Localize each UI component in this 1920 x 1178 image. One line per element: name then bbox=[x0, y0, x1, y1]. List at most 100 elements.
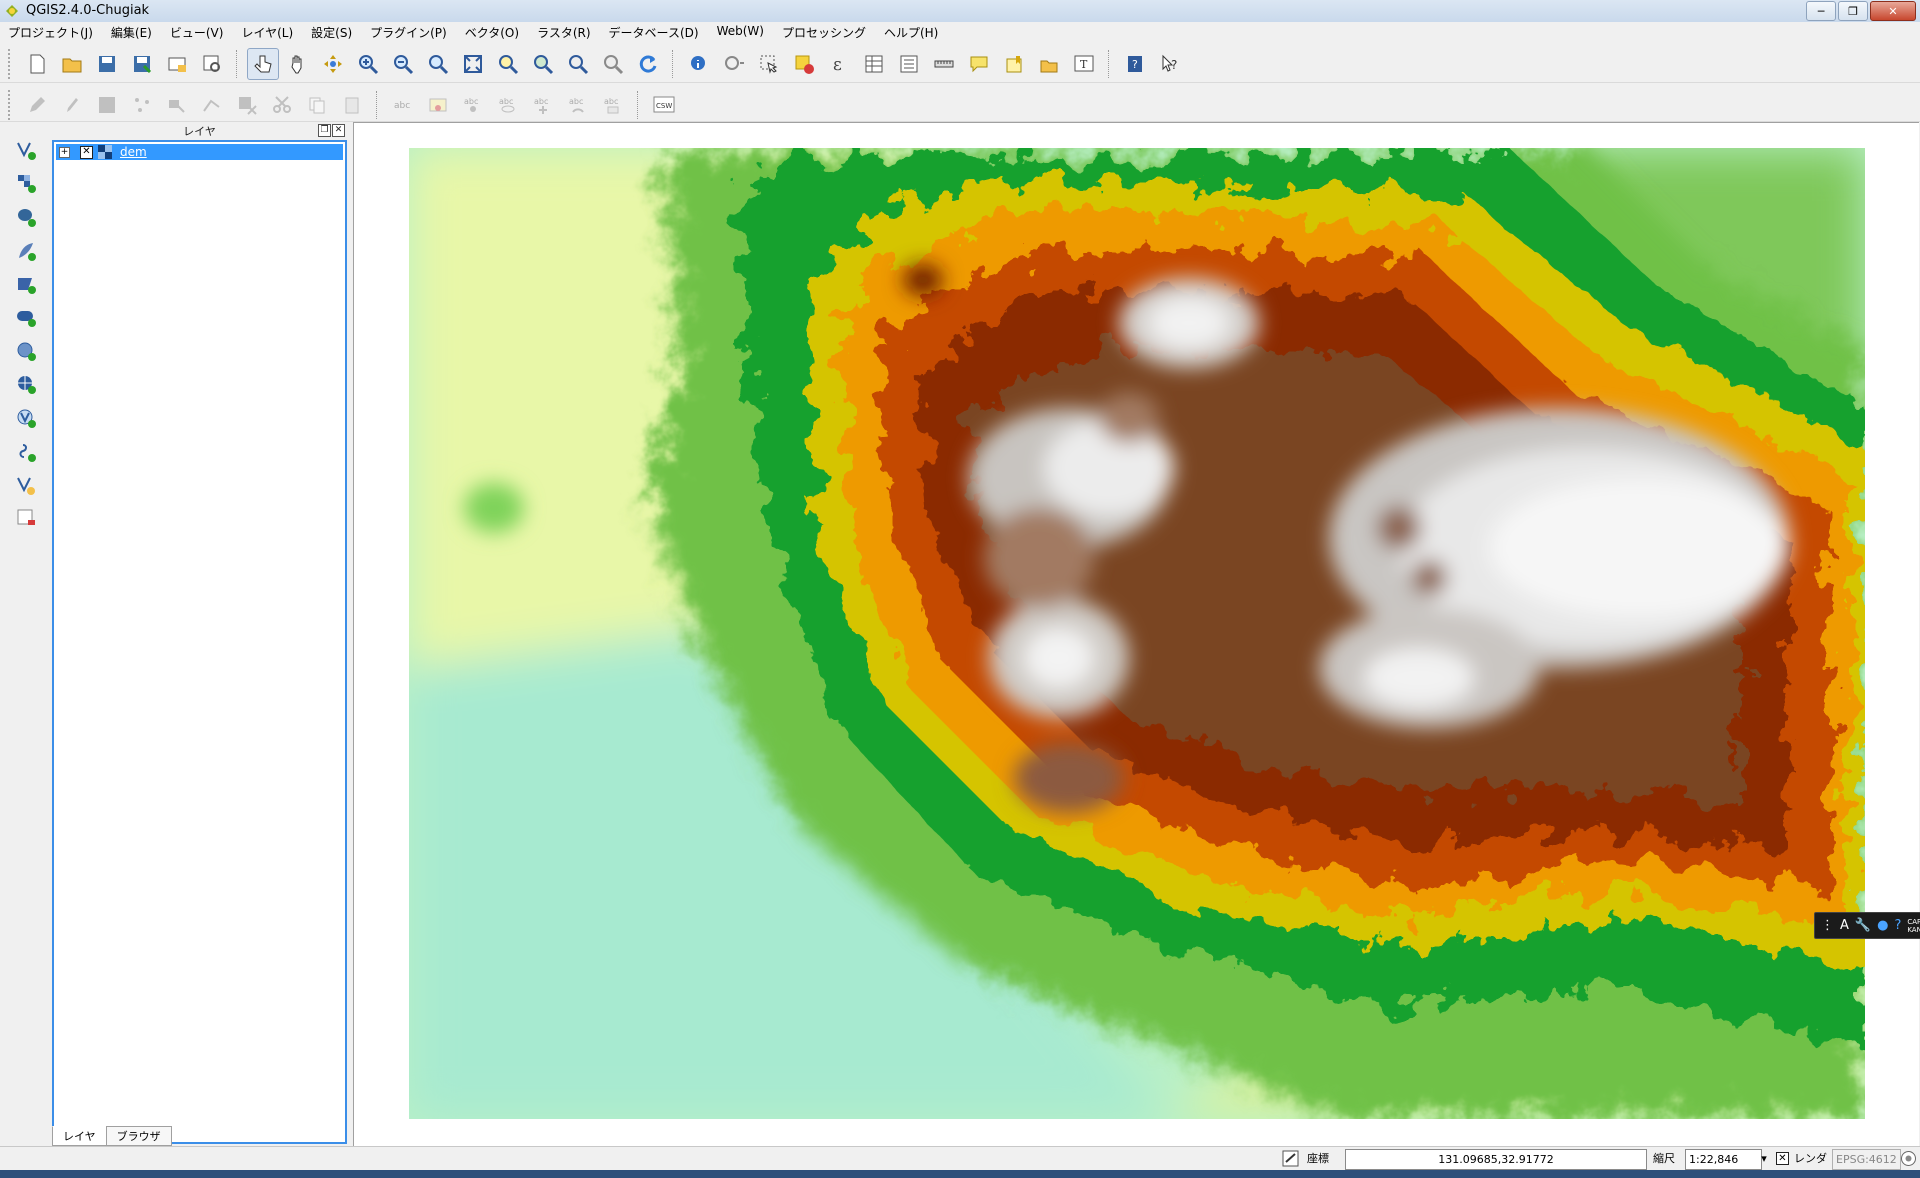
minimize-button[interactable]: ─ bbox=[1806, 1, 1836, 21]
crs-status-button[interactable]: EPSG:4612 bbox=[1832, 1149, 1901, 1170]
scale-combobox[interactable]: 1:22,846 bbox=[1685, 1149, 1762, 1170]
help-contents-button[interactable]: ? bbox=[1119, 48, 1151, 80]
open-project-button[interactable] bbox=[56, 48, 88, 80]
ime-language-bar[interactable]: ⋮ A 🔧 ● ? CAPSKANA bbox=[1814, 912, 1920, 939]
menu-vector[interactable]: ベクタ(O) bbox=[464, 26, 520, 40]
toolbar-grip[interactable] bbox=[8, 49, 14, 79]
menu-view[interactable]: ビュー(V) bbox=[169, 26, 224, 40]
float-panel-button[interactable]: ❐ bbox=[318, 124, 331, 137]
open-attribute-table-button[interactable] bbox=[858, 48, 890, 80]
render-checkbox[interactable]: ✕ bbox=[1776, 1152, 1789, 1165]
add-feature-button[interactable] bbox=[126, 89, 158, 121]
menu-settings[interactable]: 設定(S) bbox=[311, 26, 353, 40]
show-bookmarks-button[interactable] bbox=[1033, 48, 1065, 80]
deselect-features-button[interactable] bbox=[788, 48, 820, 80]
add-mssql-layer-button[interactable] bbox=[10, 268, 42, 300]
ime-dictionary-icon[interactable]: ● bbox=[1877, 918, 1889, 933]
menu-raster[interactable]: ラスタ(R) bbox=[537, 26, 591, 40]
pin-labels-button[interactable]: abc bbox=[457, 89, 489, 121]
pan-to-selection-button[interactable] bbox=[247, 48, 279, 80]
coordinate-field[interactable]: 131.09685,32.91772 bbox=[1345, 1149, 1647, 1170]
zoom-out-button[interactable] bbox=[387, 48, 419, 80]
rotate-label-button[interactable]: abc bbox=[562, 89, 594, 121]
map-tips-button[interactable] bbox=[963, 48, 995, 80]
zoom-full-button[interactable] bbox=[457, 48, 489, 80]
menu-plugins[interactable]: プラグイン(P) bbox=[370, 26, 447, 40]
labeling-button[interactable]: abc bbox=[387, 89, 419, 121]
layer-tree[interactable]: + ✕ dem bbox=[52, 140, 347, 1144]
remove-layer-button[interactable] bbox=[10, 502, 42, 534]
toggle-extents-icon[interactable] bbox=[1282, 1150, 1299, 1167]
tab-layers[interactable]: レイヤ bbox=[52, 1126, 107, 1146]
add-wms-layer-button[interactable] bbox=[10, 335, 42, 367]
csw-client-button[interactable]: CSW bbox=[648, 89, 680, 121]
composer-manager-button[interactable] bbox=[196, 48, 228, 80]
ime-tools-icon[interactable]: 🔧 bbox=[1854, 918, 1872, 933]
layer-labeling-options-button[interactable] bbox=[422, 89, 454, 121]
new-print-composer-button[interactable] bbox=[161, 48, 193, 80]
maximize-button[interactable]: ❐ bbox=[1838, 1, 1868, 21]
zoom-last-button[interactable] bbox=[562, 48, 594, 80]
menu-processing[interactable]: プロセッシング bbox=[781, 26, 866, 40]
text-annotation-button[interactable]: T bbox=[1068, 48, 1100, 80]
zoom-to-layer-button[interactable] bbox=[527, 48, 559, 80]
toggle-editing-button[interactable] bbox=[21, 89, 53, 121]
refresh-button[interactable] bbox=[632, 48, 664, 80]
paste-features-button[interactable] bbox=[336, 89, 368, 121]
menu-web[interactable]: Web(W) bbox=[716, 24, 764, 38]
move-label-button[interactable]: abc bbox=[527, 89, 559, 121]
pan-map-button[interactable] bbox=[282, 48, 314, 80]
menu-help[interactable]: ヘルプ(H) bbox=[883, 26, 939, 40]
layer-visibility-checkbox[interactable]: ✕ bbox=[80, 146, 93, 159]
add-vector-layer-button[interactable] bbox=[10, 134, 42, 166]
statistical-summary-button[interactable] bbox=[893, 48, 925, 80]
toolbar-grip[interactable] bbox=[8, 90, 14, 120]
add-wfs-layer-button[interactable] bbox=[10, 402, 42, 434]
ime-help-icon[interactable]: ? bbox=[1894, 918, 1902, 933]
expand-icon[interactable]: + bbox=[59, 147, 70, 158]
close-panel-button[interactable]: ✕ bbox=[332, 124, 345, 137]
layer-item-dem[interactable]: + ✕ dem bbox=[56, 144, 343, 160]
add-delimited-text-button[interactable] bbox=[10, 436, 42, 468]
menu-database[interactable]: データベース(D) bbox=[608, 26, 699, 40]
copy-features-button[interactable] bbox=[301, 89, 333, 121]
show-hide-labels-button[interactable]: abc bbox=[492, 89, 524, 121]
identify-features-button[interactable] bbox=[683, 48, 715, 80]
measure-line-button[interactable] bbox=[928, 48, 960, 80]
menu-layer[interactable]: レイヤ(L) bbox=[241, 26, 294, 40]
new-project-button[interactable] bbox=[21, 48, 53, 80]
add-oracle-layer-button[interactable] bbox=[10, 301, 42, 333]
open-field-calculator-button[interactable]: ε bbox=[823, 48, 855, 80]
menu-edit[interactable]: 編集(E) bbox=[110, 26, 152, 40]
save-project-button[interactable] bbox=[91, 48, 123, 80]
tab-browser[interactable]: ブラウザ bbox=[105, 1126, 172, 1146]
zoom-native-button[interactable] bbox=[422, 48, 454, 80]
zoom-to-selection-button[interactable] bbox=[492, 48, 524, 80]
change-label-button[interactable]: abc bbox=[597, 89, 629, 121]
messages-icon[interactable] bbox=[1900, 1150, 1917, 1167]
add-postgis-layer-button[interactable] bbox=[10, 201, 42, 233]
current-edits-button[interactable] bbox=[56, 89, 88, 121]
close-button[interactable]: ✕ bbox=[1870, 1, 1916, 21]
ime-grip-icon[interactable]: ⋮ bbox=[1821, 918, 1834, 933]
cut-features-button[interactable] bbox=[266, 89, 298, 121]
save-as-button[interactable] bbox=[126, 48, 158, 80]
whats-this-button[interactable]: ? bbox=[1154, 48, 1186, 80]
new-bookmark-button[interactable] bbox=[998, 48, 1030, 80]
delete-selected-button[interactable] bbox=[231, 89, 263, 121]
zoom-next-button[interactable] bbox=[597, 48, 629, 80]
add-spatialite-layer-button[interactable] bbox=[10, 235, 42, 267]
save-edits-button[interactable] bbox=[91, 89, 123, 121]
add-raster-layer-button[interactable] bbox=[10, 167, 42, 199]
menu-project[interactable]: プロジェクト(J) bbox=[8, 26, 93, 40]
node-tool-button[interactable] bbox=[196, 89, 228, 121]
select-features-button[interactable] bbox=[753, 48, 785, 80]
map-canvas[interactable]: ⋮ A 🔧 ● ? CAPSKANA bbox=[353, 122, 1920, 1146]
run-action-button[interactable] bbox=[718, 48, 750, 80]
move-feature-button[interactable] bbox=[161, 89, 193, 121]
ime-input-mode-icon[interactable]: A bbox=[1840, 918, 1849, 933]
add-wcs-layer-button[interactable] bbox=[10, 368, 42, 400]
new-shapefile-layer-button[interactable] bbox=[10, 469, 42, 501]
scale-dropdown-chevron-icon[interactable]: ▾ bbox=[1761, 1152, 1767, 1165]
pan-to-center-button[interactable] bbox=[317, 48, 349, 80]
